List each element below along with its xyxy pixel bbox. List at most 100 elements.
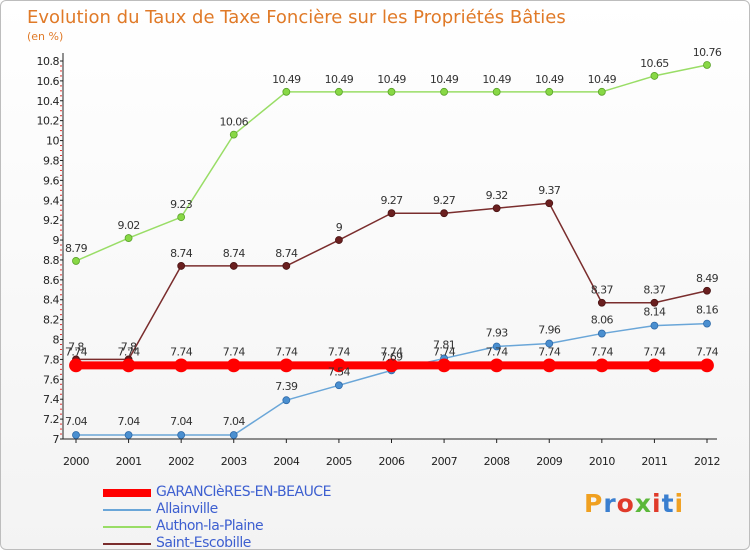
- y-minor-tick: [60, 324, 62, 326]
- x-tick-label: 2001: [116, 455, 142, 468]
- data-point-2-2011: [650, 72, 659, 80]
- data-label-1-2009: 7.96: [538, 324, 561, 337]
- data-point-1-2001: [124, 431, 133, 439]
- y-tick-label: 7.4: [43, 393, 59, 406]
- x-tick-label: 2009: [536, 455, 562, 468]
- data-point-3-2010: [597, 298, 606, 307]
- data-point-1-2003: [229, 431, 238, 439]
- y-tick-label: 8.2: [43, 314, 59, 327]
- x-tick-label: 2007: [431, 455, 457, 468]
- x-tick-label: 2005: [326, 455, 352, 468]
- data-point-3-2003: [229, 262, 238, 270]
- data-label-2-2010: 10.49: [588, 73, 617, 86]
- x-tick-label: 2003: [221, 455, 247, 468]
- data-label-3-2010: 8.37: [591, 284, 614, 297]
- data-point-2-2008: [492, 87, 501, 96]
- y-minor-tick: [60, 95, 62, 97]
- y-minor-tick: [60, 408, 62, 410]
- data-point-0-2001: [121, 358, 136, 373]
- data-point-0-2003: [226, 358, 241, 373]
- logo-letter: P: [584, 489, 604, 518]
- y-minor-tick: [60, 174, 62, 176]
- y-tick-label: 9.4: [43, 194, 59, 207]
- logo-letter: i: [652, 489, 662, 518]
- legend-label-saint-escobille: Saint-Escobille: [156, 535, 251, 550]
- y-minor-tick: [60, 145, 62, 147]
- y-minor-tick: [60, 189, 62, 191]
- data-point-2-2007: [440, 87, 448, 96]
- y-minor-tick: [60, 393, 62, 395]
- data-label-0-2006: 7.74: [380, 345, 403, 358]
- data-label-2-2002: 9.23: [170, 198, 193, 211]
- data-label-3-2004: 8.74: [275, 247, 298, 260]
- y-minor-tick: [60, 135, 62, 137]
- data-point-1-2012: [703, 319, 711, 328]
- y-minor-tick: [60, 383, 62, 385]
- data-point-2-2004: [282, 87, 291, 96]
- data-label-2-2005: 10.49: [325, 73, 354, 86]
- data-point-0-2012: [700, 358, 714, 373]
- data-point-3-2007: [440, 209, 448, 218]
- data-label-3-2012: 8.49: [696, 272, 719, 285]
- data-point-1-2009: [545, 339, 554, 348]
- x-tick-label: 2011: [641, 455, 667, 468]
- y-minor-tick: [60, 224, 62, 226]
- y-minor-tick: [60, 254, 62, 256]
- data-point-1-2004: [282, 396, 291, 405]
- y-minor-tick: [60, 164, 62, 166]
- y-minor-tick: [60, 194, 62, 196]
- y-tick-label: 8.4: [43, 294, 59, 307]
- data-point-0-2011: [647, 358, 662, 373]
- data-point-3-2012: [703, 286, 711, 295]
- y-minor-tick: [60, 65, 62, 67]
- y-minor-tick: [60, 428, 62, 430]
- data-label-0-2010: 7.74: [591, 345, 614, 358]
- y-minor-tick: [60, 184, 62, 186]
- data-point-2-2002: [177, 213, 186, 222]
- y-minor-tick: [60, 353, 62, 355]
- y-minor-tick: [60, 309, 62, 311]
- y-minor-tick: [60, 125, 62, 127]
- data-label-0-2011: 7.74: [643, 345, 666, 358]
- data-point-2-2009: [545, 87, 554, 96]
- data-label-2-2011: 10.65: [640, 57, 669, 70]
- data-point-3-2004: [282, 262, 291, 270]
- data-label-3-2000: 7.8: [68, 340, 84, 353]
- chart-title: Evolution du Taux de Taxe Foncière sur l…: [27, 7, 566, 28]
- data-label-1-2006: 7.69: [380, 350, 403, 363]
- y-minor-tick: [60, 90, 62, 92]
- data-point-2-2003: [229, 130, 238, 139]
- data-label-2-2000: 8.79: [65, 242, 88, 255]
- y-minor-tick: [60, 234, 62, 236]
- data-label-0-2005: 7.74: [328, 345, 351, 358]
- data-point-1-2000: [72, 431, 80, 439]
- data-label-0-2004: 7.74: [275, 345, 298, 358]
- y-minor-tick: [60, 388, 62, 390]
- data-label-1-2010: 8.06: [591, 314, 614, 327]
- data-point-3-2005: [335, 236, 343, 244]
- y-minor-tick: [60, 229, 62, 231]
- y-minor-tick: [60, 348, 62, 350]
- data-label-3-2005: 9: [336, 221, 343, 234]
- data-label-3-2001: 7.8: [121, 340, 137, 353]
- data-label-2-2006: 10.49: [377, 73, 406, 86]
- data-label-1-2012: 8.16: [696, 304, 719, 317]
- y-tick-label: 10: [46, 135, 59, 148]
- data-point-1-2002: [177, 431, 186, 439]
- data-point-0-2005: [332, 358, 346, 373]
- data-label-3-2003: 8.74: [223, 247, 246, 260]
- logo-letter: o: [616, 489, 635, 518]
- x-tick-label: 2012: [694, 455, 720, 468]
- y-minor-tick: [60, 413, 62, 415]
- y-minor-tick: [60, 284, 62, 286]
- data-label-1-2004: 7.39: [275, 380, 298, 393]
- y-minor-tick: [60, 244, 62, 246]
- data-label-2-2003: 10.06: [220, 116, 249, 129]
- y-minor-tick: [60, 85, 62, 87]
- series-line-3: [76, 202, 708, 361]
- x-tick-label: 2004: [273, 455, 299, 468]
- data-label-2-2012: 10.76: [693, 46, 722, 59]
- data-label-3-2007: 9.27: [433, 194, 456, 207]
